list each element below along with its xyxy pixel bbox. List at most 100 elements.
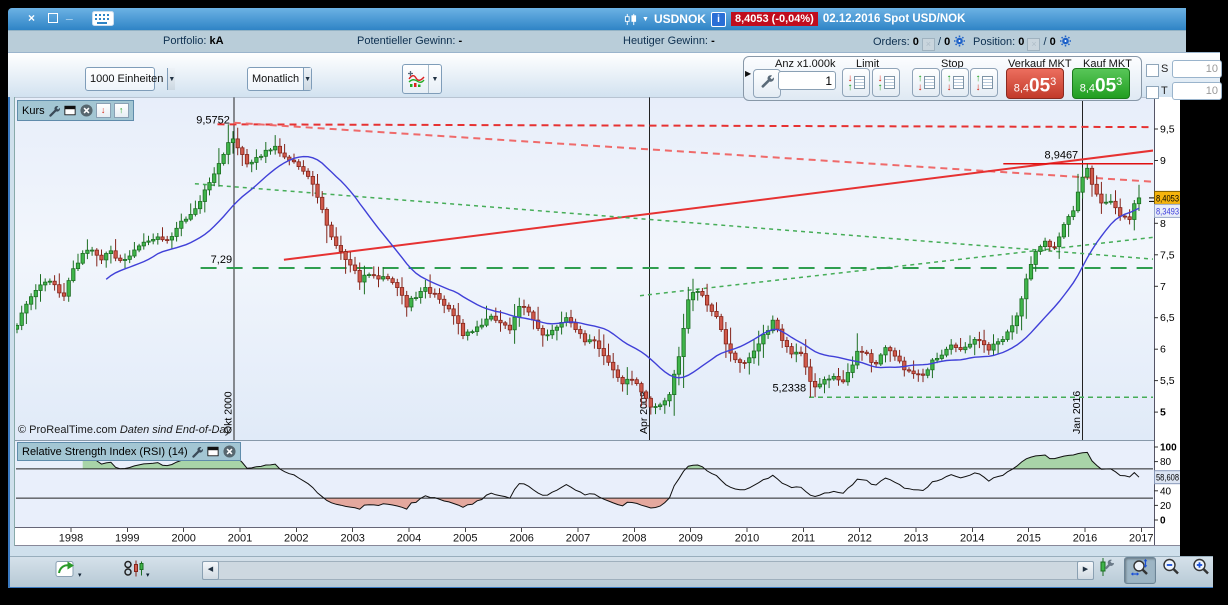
sell-market-label: Verkauf MKT <box>1008 58 1072 70</box>
year-axis: 1998 1999 2000 2001 2002 2003 2004 2005 2006 2007… <box>59 528 1154 545</box>
close-icon[interactable] <box>80 104 93 117</box>
trailing-stop-order-button[interactable]: ↑ ↓ <box>970 68 998 97</box>
sell-market-button[interactable]: 8,4053 <box>1006 68 1064 99</box>
year-axis-background <box>15 528 1181 546</box>
zoom-selection-button[interactable] <box>1124 557 1156 584</box>
svg-text:2013: 2013 <box>904 533 928 545</box>
svg-text:6: 6 <box>1160 344 1166 356</box>
moving-average-line <box>105 155 1140 379</box>
stop-loss-checkbox[interactable] <box>1146 64 1159 77</box>
svg-text:58,608: 58,608 <box>1156 473 1179 484</box>
horizontal-scrollbar[interactable] <box>202 561 1094 580</box>
wrench-icon[interactable] <box>191 445 204 458</box>
close-position-icon[interactable]: × <box>1027 38 1041 51</box>
wrench-icon[interactable] <box>48 104 61 117</box>
svg-text:2000: 2000 <box>171 533 195 545</box>
quantity-input[interactable] <box>778 71 836 90</box>
detach-window-icon[interactable] <box>207 445 220 458</box>
order-ticket-icon <box>952 76 964 89</box>
zoom-in-button[interactable] <box>1188 557 1213 582</box>
chevron-down-icon[interactable]: ▼ <box>303 68 312 90</box>
zoom-out-icon <box>1161 557 1181 582</box>
scale-up-button[interactable]: ↑ <box>113 103 129 118</box>
svg-text:9: 9 <box>1160 155 1166 167</box>
period-select[interactable]: Monatlich ▼ <box>247 67 312 91</box>
right-axis: 9,5 9 8 7,5 7 6,5 6 5,5 5 8,4053 8,3493 100 80 40 20 0 5… <box>1149 97 1181 545</box>
svg-text:8,3493: 8,3493 <box>1156 206 1179 217</box>
minimize-window-icon[interactable]: _ <box>66 7 73 21</box>
price-pane-header[interactable]: Kurs ↓ ↑ <box>17 100 134 121</box>
link-charts-button[interactable]: ▾ <box>123 559 150 583</box>
limit-sell-order-button[interactable]: ↓ ↑ <box>842 68 870 97</box>
copyright-notice: © ProRealTime.com Daten sind End-of-Day <box>18 424 232 436</box>
svg-text:8: 8 <box>1160 218 1166 230</box>
stop-label: Stop <box>941 58 964 70</box>
wrench-candle-icon <box>1098 557 1116 582</box>
detach-window-icon[interactable] <box>64 104 77 117</box>
svg-text:2016: 2016 <box>1073 533 1097 545</box>
svg-text:2011: 2011 <box>791 533 815 545</box>
orders-settings-gear-icon[interactable] <box>953 35 966 50</box>
stop-order-button-2[interactable]: ↑ ↓ <box>941 68 969 97</box>
buy-market-label: Kauf MKT <box>1083 58 1132 70</box>
svg-text:2002: 2002 <box>284 533 308 545</box>
stop-order-button-1[interactable]: ↑ ↓ <box>912 68 940 97</box>
position-count-2: 0 <box>1049 36 1056 48</box>
account-bar: Portfolio: kA Potentieller Gewinn: - Heu… <box>8 30 1220 53</box>
svg-text:5,2338: 5,2338 <box>772 382 806 394</box>
scroll-right-button[interactable]: ▶ <box>1077 561 1094 580</box>
panel-collapse-caret-icon[interactable]: ▶ <box>745 69 752 78</box>
position-count: 0 <box>1018 36 1025 48</box>
titlebar-instrument-group: ▼ USDNOK i 8,4053 (-0,04%) 02.12.2016 Sp… <box>624 11 965 27</box>
svg-text:8,4053: 8,4053 <box>1156 193 1179 204</box>
potential-gain-value: - <box>458 35 463 47</box>
svg-text:40: 40 <box>1160 486 1172 497</box>
chart-area[interactable]: Okt 2000 Apr 2008 Jan 2016 9,5752 8,9467 7,2… <box>14 96 1182 546</box>
stop-loss-input[interactable] <box>1172 60 1222 78</box>
chart-style-button[interactable]: ▼ <box>402 64 442 94</box>
maximize-window-icon[interactable] <box>48 13 58 23</box>
chevron-down-icon[interactable]: ▼ <box>428 65 441 93</box>
position-settings-gear-icon[interactable] <box>1059 35 1072 50</box>
limit-buy-order-button[interactable]: ↓ ↑ <box>872 68 900 97</box>
take-profit-input[interactable] <box>1172 82 1222 100</box>
info-icon[interactable]: i <box>710 11 726 27</box>
svg-text:2003: 2003 <box>340 533 364 545</box>
keyboard-icon[interactable] <box>92 11 114 26</box>
scale-down-button[interactable]: ↓ <box>95 103 111 118</box>
svg-text:2012: 2012 <box>847 533 871 545</box>
chevron-down-icon[interactable]: ▼ <box>167 68 176 90</box>
order-settings-button[interactable] <box>753 69 781 98</box>
svg-text:2008: 2008 <box>622 533 646 545</box>
zoom-out-button[interactable] <box>1158 557 1183 582</box>
take-profit-checkbox[interactable] <box>1146 86 1159 99</box>
price-rsi-chart[interactable]: Okt 2000 Apr 2008 Jan 2016 9,57528,94677,2… <box>15 96 1181 546</box>
chevron-down-icon[interactable]: ▾ <box>146 572 150 579</box>
instrument-name: USDNOK <box>653 12 706 26</box>
scroll-left-button[interactable]: ◀ <box>202 561 219 580</box>
close-icon[interactable] <box>223 445 236 458</box>
units-select[interactable]: 1000 Einheiten ▼ <box>85 67 176 91</box>
orders-count-2: 0 <box>944 36 951 48</box>
buy-market-button[interactable]: 8,4053 <box>1072 68 1130 99</box>
price-pane-title: Kurs <box>22 104 45 117</box>
instrument-dropdown-caret-icon[interactable]: ▼ <box>642 15 649 23</box>
chevron-down-icon[interactable]: ▾ <box>78 572 82 579</box>
svg-text:20: 20 <box>1160 501 1172 512</box>
share-chart-button[interactable]: ▾ <box>55 559 82 583</box>
svg-text:100: 100 <box>1160 443 1177 454</box>
rsi-pane-header[interactable]: Relative Strength Index (RSI) (14) <box>17 442 241 461</box>
chart-settings-button[interactable] <box>1096 557 1118 582</box>
rsi-pane-title: Relative Strength Index (RSI) (14) <box>22 445 188 458</box>
svg-text:7,5: 7,5 <box>1160 249 1175 261</box>
potential-gain-field: Potentieller Gewinn: - <box>357 35 463 47</box>
stop-loss-label: S <box>1161 63 1169 75</box>
cancel-orders-icon[interactable]: × <box>921 38 935 51</box>
svg-text:2017: 2017 <box>1129 533 1153 545</box>
zoom-selection-icon <box>1130 558 1151 584</box>
close-window-icon[interactable]: × <box>28 11 36 25</box>
export-arrow-icon <box>55 559 78 583</box>
svg-text:2014: 2014 <box>960 533 984 545</box>
price-labels: 9,5752 8,9467 7,29 5,2338 <box>196 115 1078 395</box>
svg-text:7,29: 7,29 <box>211 254 232 266</box>
